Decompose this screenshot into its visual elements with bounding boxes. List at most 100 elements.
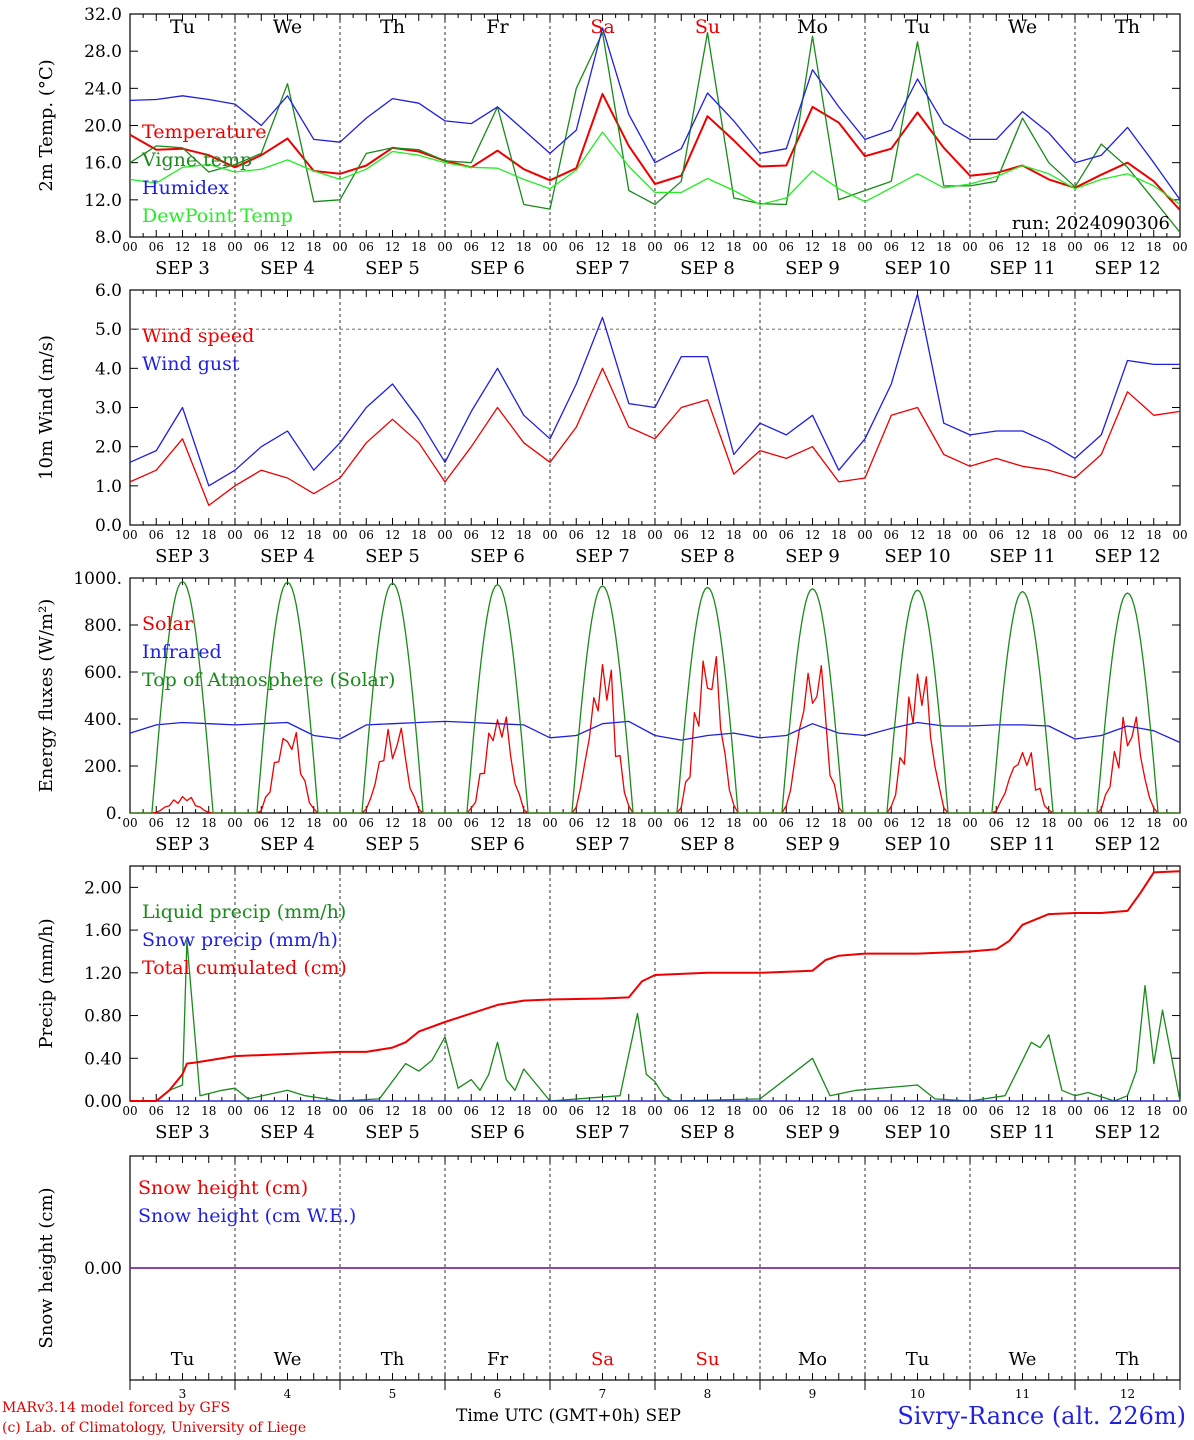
wind-date-label: SEP 10 xyxy=(884,546,950,567)
precip-date-label: SEP 8 xyxy=(680,1122,735,1143)
wind-hour-tick: 12 xyxy=(805,528,820,542)
wind-hour-tick: 18 xyxy=(516,528,531,542)
energy-hour-tick: 00 xyxy=(122,816,137,830)
precip-date-label: SEP 4 xyxy=(260,1122,315,1143)
temp-weekday-label: Mo xyxy=(797,16,828,38)
wind-hour-tick: 12 xyxy=(595,528,610,542)
wind-hour-tick: 12 xyxy=(1015,528,1030,542)
temp-hour-tick: 00 xyxy=(1172,240,1187,254)
temp-legend-entry: Temperature xyxy=(142,121,266,143)
snow-weekday-label: Tu xyxy=(171,1349,195,1370)
precip-date-label: SEP 5 xyxy=(365,1122,420,1143)
temp-date-label: SEP 5 xyxy=(365,258,420,279)
wind-hour-tick: 12 xyxy=(385,528,400,542)
precip-y-tick-label: 1.20 xyxy=(84,964,122,984)
precip-hour-tick: 00 xyxy=(1067,1104,1082,1118)
temp-hour-tick: 06 xyxy=(674,240,689,254)
energy-hour-tick: 00 xyxy=(962,816,977,830)
temp-hour-tick: 12 xyxy=(490,240,505,254)
model-credit: MARv3.14 model forced by GFS xyxy=(2,1400,231,1416)
wind-hour-tick: 12 xyxy=(700,528,715,542)
precip-y-tick-label: 0.40 xyxy=(84,1049,122,1069)
temp-weekday-label: Sa xyxy=(590,16,614,38)
temp-hour-tick: 06 xyxy=(254,240,269,254)
temp-series-humidex xyxy=(129,27,1181,201)
wind-hour-tick: 18 xyxy=(1041,528,1056,542)
wind-hour-tick: 06 xyxy=(674,528,689,542)
energy-y-tick-label: 800. xyxy=(84,616,122,636)
precip-hour-tick: 00 xyxy=(332,1104,347,1118)
temp-y-tick-label: 24.0 xyxy=(84,79,122,99)
snow-y-axis-label: Snow height (cm) xyxy=(36,1187,57,1348)
temp-weekday-label: Fr xyxy=(486,16,509,38)
wind-hour-tick: 18 xyxy=(936,528,951,542)
temp-y-tick-label: 16.0 xyxy=(84,154,122,174)
bottom-day-number: 9 xyxy=(809,1387,817,1401)
energy-date-label: SEP 9 xyxy=(785,834,840,855)
wind-y-tick-label: 6.0 xyxy=(95,281,122,301)
wind-hour-tick: 12 xyxy=(280,528,295,542)
energy-hour-tick: 06 xyxy=(779,816,794,830)
energy-y-axis-label: Energy fluxes (W/m²) xyxy=(36,599,57,793)
bottom-day-number: 7 xyxy=(599,1387,607,1401)
precip-hour-tick: 12 xyxy=(805,1104,820,1118)
temp-hour-tick: 00 xyxy=(542,240,557,254)
energy-hour-tick: 00 xyxy=(752,816,767,830)
energy-hour-tick: 00 xyxy=(1172,816,1187,830)
energy-hour-tick: 00 xyxy=(437,816,452,830)
temp-date-label: SEP 7 xyxy=(575,258,630,279)
temp-weekday-label: We xyxy=(273,16,302,38)
temp-hour-tick: 00 xyxy=(752,240,767,254)
temp-hour-tick: 18 xyxy=(1146,240,1161,254)
energy-date-label: SEP 12 xyxy=(1094,834,1160,855)
energy-hour-tick: 18 xyxy=(621,816,636,830)
bottom-day-number: 4 xyxy=(284,1387,292,1401)
precip-series-liquid-precip-mm-h- xyxy=(130,940,1181,1102)
precip-y-tick-label: 0.00 xyxy=(84,1092,122,1112)
wind-hour-tick: 00 xyxy=(1067,528,1082,542)
temp-date-label: SEP 3 xyxy=(155,258,210,279)
temp-hour-tick: 18 xyxy=(831,240,846,254)
precip-y-tick-label: 2.00 xyxy=(84,878,122,898)
temp-legend-entry: DewPoint Temp xyxy=(142,205,293,227)
wind-date-label: SEP 9 xyxy=(785,546,840,567)
energy-date-label: SEP 8 xyxy=(680,834,735,855)
energy-date-label: SEP 11 xyxy=(989,834,1055,855)
temp-y-tick-label: 8.0 xyxy=(95,228,122,248)
temp-frame xyxy=(129,13,1181,238)
precip-hour-tick: 06 xyxy=(674,1104,689,1118)
wind-hour-tick: 06 xyxy=(884,528,899,542)
energy-y-tick-label: 200. xyxy=(84,757,122,777)
wind-hour-tick: 06 xyxy=(779,528,794,542)
energy-hour-tick: 12 xyxy=(595,816,610,830)
precip-hour-tick: 18 xyxy=(201,1104,216,1118)
energy-hour-tick: 12 xyxy=(280,816,295,830)
temp-hour-tick: 12 xyxy=(280,240,295,254)
temp-run-label: run: 2024090306 xyxy=(1012,213,1170,234)
temp-hour-tick: 00 xyxy=(1067,240,1082,254)
bottom-day-number: 12 xyxy=(1120,1387,1135,1401)
wind-y-tick-label: 5.0 xyxy=(95,320,122,340)
energy-hour-tick: 12 xyxy=(910,816,925,830)
wind-legend-entry: Wind gust xyxy=(142,353,240,375)
temp-hour-tick: 00 xyxy=(962,240,977,254)
wind-hour-tick: 18 xyxy=(201,528,216,542)
temp-weekday-label: We xyxy=(1008,16,1037,38)
snow-weekday-label: Mo xyxy=(798,1349,827,1370)
temp-date-label: SEP 11 xyxy=(989,258,1055,279)
precip-hour-tick: 12 xyxy=(910,1104,925,1118)
energy-hour-tick: 06 xyxy=(359,816,374,830)
temp-hour-tick: 00 xyxy=(857,240,872,254)
precip-date-label: SEP 12 xyxy=(1094,1122,1160,1143)
temp-hour-tick: 18 xyxy=(726,240,741,254)
wind-hour-tick: 00 xyxy=(542,528,557,542)
energy-hour-tick: 12 xyxy=(805,816,820,830)
energy-date-label: SEP 4 xyxy=(260,834,315,855)
energy-hour-tick: 12 xyxy=(1120,816,1135,830)
temp-hour-tick: 06 xyxy=(149,240,164,254)
wind-hour-tick: 18 xyxy=(831,528,846,542)
wind-hour-tick: 18 xyxy=(411,528,426,542)
station-name: Sivry-Rance (alt. 226m) xyxy=(897,1402,1186,1430)
energy-hour-tick: 18 xyxy=(1041,816,1056,830)
temp-hour-tick: 06 xyxy=(464,240,479,254)
